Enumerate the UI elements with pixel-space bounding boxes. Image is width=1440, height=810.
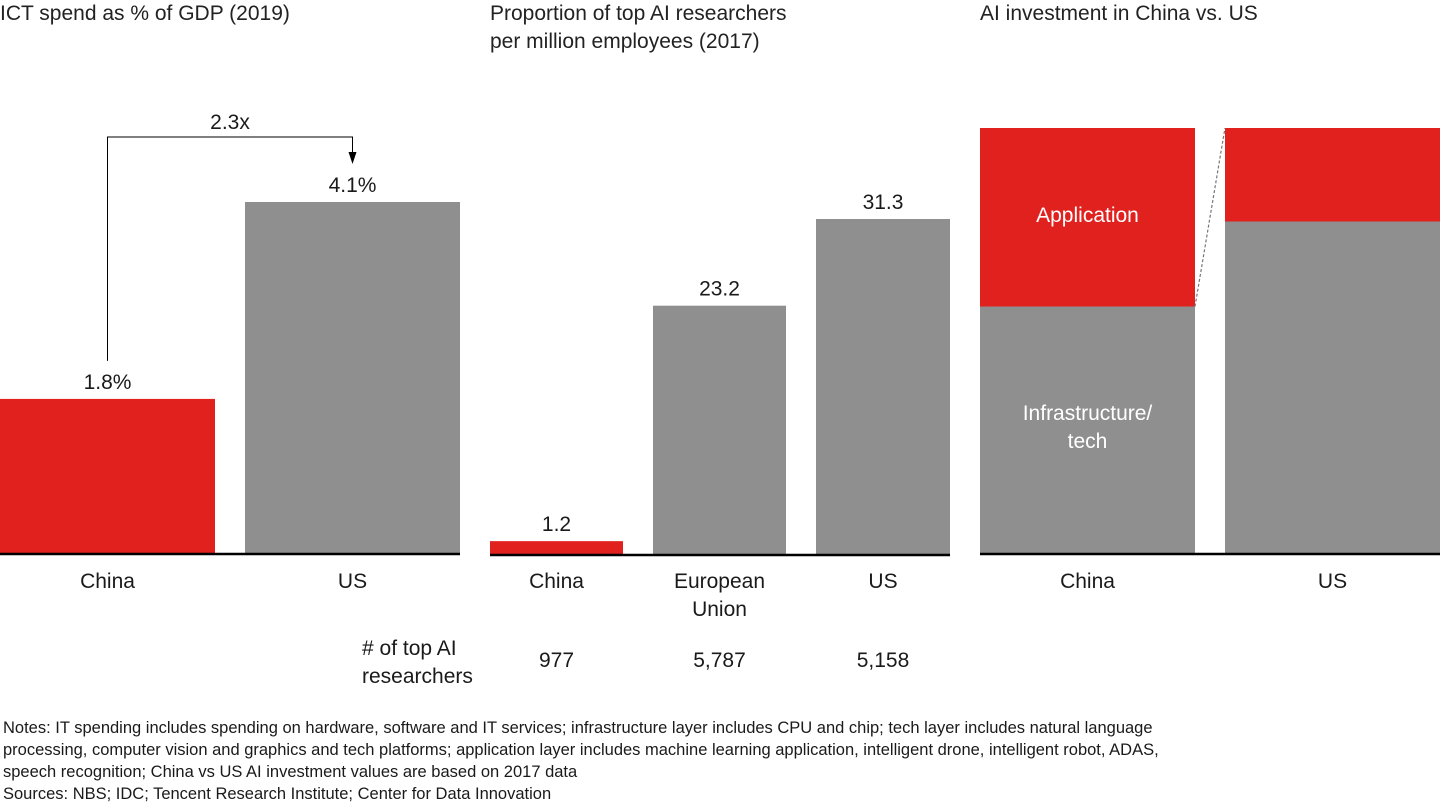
category-label-china: China xyxy=(80,570,135,593)
category-label-china: China xyxy=(529,570,584,593)
segment-china-application xyxy=(980,128,1195,307)
arrow-head-icon xyxy=(348,152,357,164)
bar-us xyxy=(816,219,950,554)
category-label-us: US xyxy=(1318,570,1347,593)
segment-us-infrastructure-tech xyxy=(1225,221,1440,553)
segment-china-infrastructure-tech xyxy=(980,306,1195,553)
value-label-us: 31.3 xyxy=(863,191,904,214)
segment-label-application: Application xyxy=(1036,204,1139,227)
category-label-european-union: European xyxy=(674,570,765,593)
value-label-china: 1.8% xyxy=(84,371,132,394)
value-label-china: 1.2 xyxy=(542,513,571,536)
notes-line-1: Notes: IT spending includes spending on … xyxy=(3,719,1153,737)
chart3-title: AI investment in China vs. US xyxy=(980,2,1258,25)
researcher-count-label-line2: researchers xyxy=(362,665,473,688)
bar-european-union xyxy=(653,305,786,554)
segment-label-infrastructure-tech-line2: tech xyxy=(1068,430,1108,453)
chart3-ai-investment: Infrastructure/tech Application China US xyxy=(980,127,1440,593)
bar-china xyxy=(0,398,215,553)
chart2-title-line1: Proportion of top AI researchers xyxy=(490,2,787,25)
value-label-us: 4.1% xyxy=(329,174,377,197)
category-label-us: US xyxy=(868,570,897,593)
sources-line: Sources: NBS; IDC; Tencent Research Inst… xyxy=(3,785,552,803)
ratio-arrow-line xyxy=(107,136,353,361)
dashed-connector-line xyxy=(1194,127,1226,307)
chart2-title-line2: per million employees (2017) xyxy=(490,30,760,53)
researcher-count-european-union: 5,787 xyxy=(693,649,746,672)
segment-label-infrastructure-tech: Infrastructure/ xyxy=(1023,402,1153,425)
ratio-annotation: 2.3x xyxy=(210,111,250,134)
bar-us xyxy=(245,202,460,553)
chart2-ai-researchers: 1.2 China 977 23.2 European Union 5,787 31.3 US 5… xyxy=(362,191,950,688)
researcher-count-china: 977 xyxy=(539,649,574,672)
chart1-ict-spend: 1.8% China 4.1% US 2.3x xyxy=(0,111,460,593)
footnotes: Notes: IT spending includes spending on … xyxy=(3,717,1433,805)
category-label-china: China xyxy=(1060,570,1115,593)
bar-china xyxy=(490,541,623,554)
researcher-count-label: # of top AI xyxy=(362,637,457,660)
category-label-us: US xyxy=(338,570,367,593)
chart1-title: ICT spend as % of GDP (2019) xyxy=(0,2,290,25)
charts-canvas: 1.8% China 4.1% US 2.3x 1.2 China 977 23.2 Europ… xyxy=(0,111,1440,688)
segment-us-application xyxy=(1225,128,1440,222)
category-label-european-union-line2: Union xyxy=(692,598,747,621)
notes-line-3: speech recognition; China vs US AI inves… xyxy=(3,763,578,781)
value-label-european-union: 23.2 xyxy=(699,278,740,301)
researcher-count-us: 5,158 xyxy=(857,649,910,672)
chart2-title: Proportion of top AI researchers per mil… xyxy=(490,0,787,56)
notes-line-2: processing, computer vision and graphics… xyxy=(3,741,1159,759)
